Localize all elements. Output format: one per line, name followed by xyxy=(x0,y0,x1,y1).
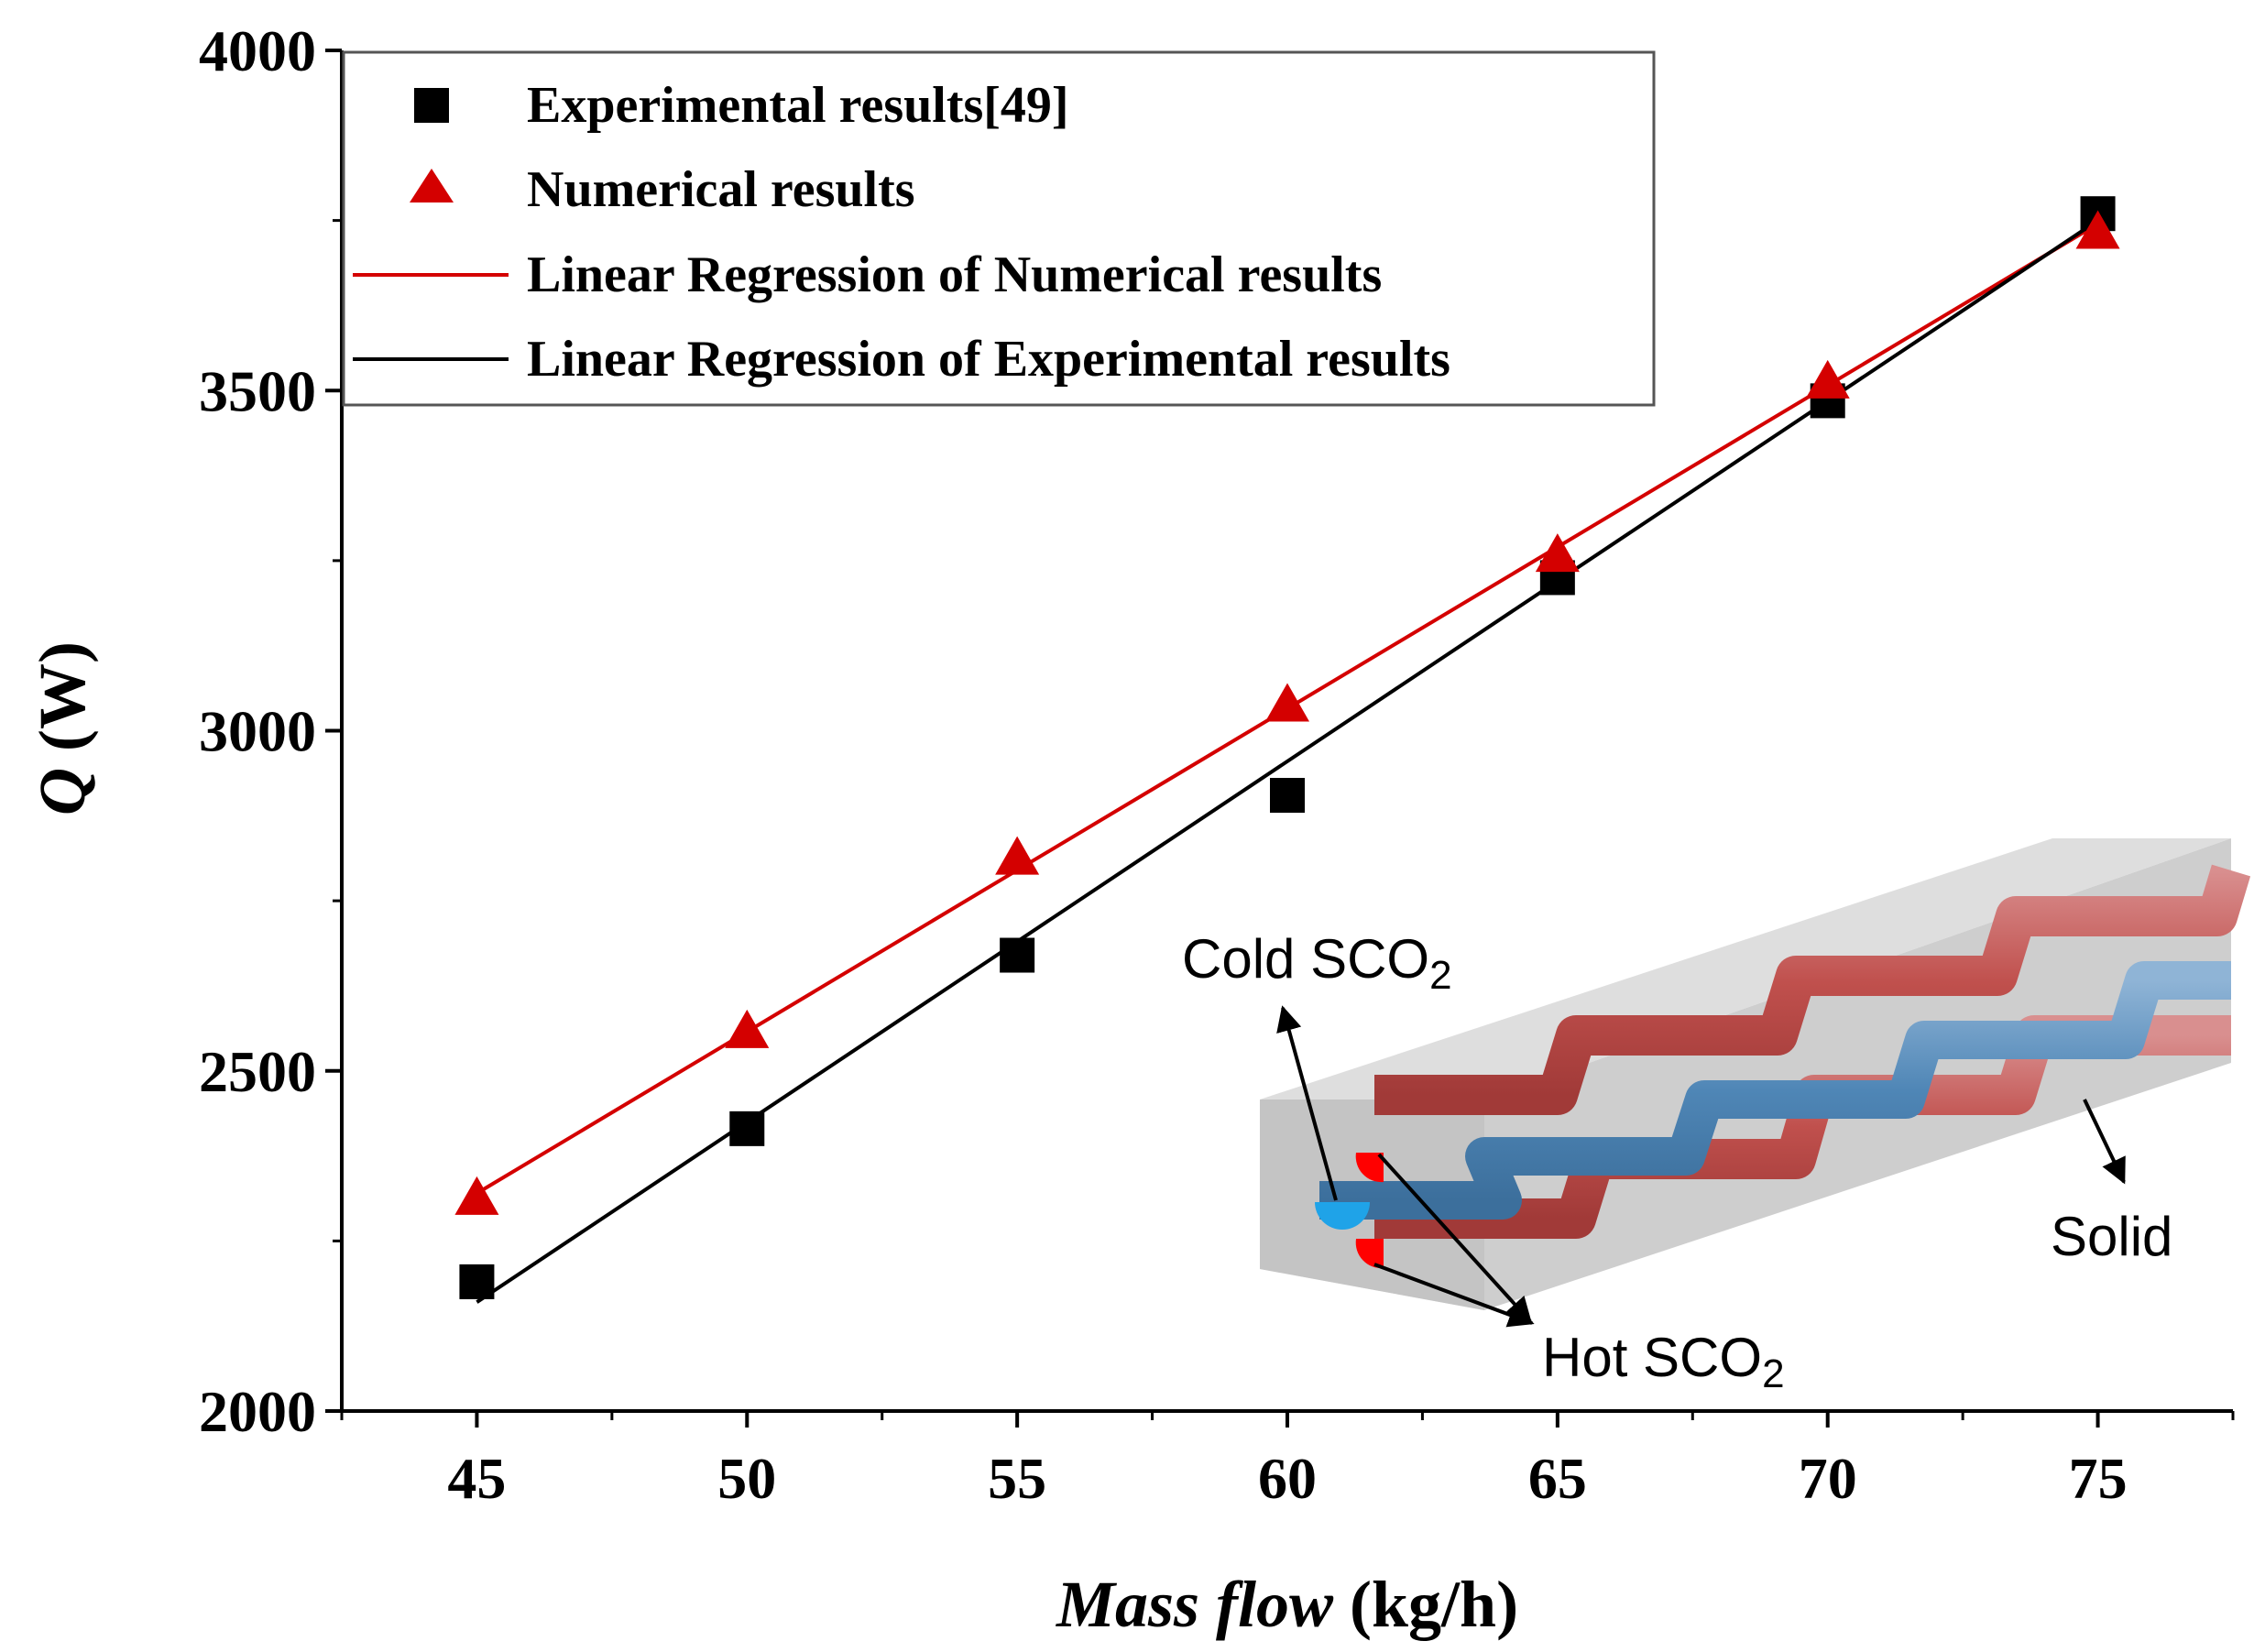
x-axis-ticks: 45 50 55 60 65 70 75 xyxy=(340,1411,2235,1511)
y-axis-ticks: 2000 2500 3000 3500 4000 xyxy=(199,18,342,1444)
numerical-point xyxy=(995,836,1040,875)
hot-sco2-label: Hot SCO2 xyxy=(1542,1327,1785,1396)
legend-box xyxy=(342,50,1656,407)
legend-marker-experimental xyxy=(414,88,449,123)
y-tick-label: 4000 xyxy=(199,18,316,83)
heat-exchanger-illustration: Cold SCO2 Hot SCO2 Solid xyxy=(1182,838,2251,1396)
y-axis-title: Q (W) xyxy=(26,641,99,815)
numerical-point xyxy=(1805,359,1850,399)
x-tick-label: 65 xyxy=(1528,1446,1587,1511)
experimental-point xyxy=(729,1110,765,1146)
x-tick-label: 60 xyxy=(1258,1446,1317,1511)
numerical-point xyxy=(725,1009,770,1048)
numerical-point xyxy=(1265,683,1309,722)
x-axis-title: Mass flow (kg/h) xyxy=(1056,1568,1518,1641)
experimental-point xyxy=(1270,778,1305,814)
y-tick-label: 3000 xyxy=(199,699,316,764)
experimental-point xyxy=(459,1264,495,1299)
legend-marker-numerical xyxy=(410,169,454,202)
numerical-point xyxy=(1535,533,1580,573)
numerical-point xyxy=(454,1176,499,1215)
legend-label-experimental-fit: Linear Regression of Experimental result… xyxy=(527,331,1450,388)
x-tick-label: 75 xyxy=(2069,1446,2128,1511)
numerical-point xyxy=(2075,210,2120,249)
y-tick-label: 2000 xyxy=(199,1379,316,1444)
x-tick-label: 45 xyxy=(447,1446,506,1511)
legend: Experimental results[49] Numerical resul… xyxy=(342,50,1656,407)
y-tick-label: 3500 xyxy=(199,358,316,423)
x-tick-label: 55 xyxy=(988,1446,1046,1511)
x-tick-label: 70 xyxy=(1799,1446,1857,1511)
solid-label: Solid xyxy=(2051,1206,2172,1267)
experimental-point xyxy=(1000,937,1035,973)
y-tick-label: 2500 xyxy=(199,1039,316,1104)
legend-label-experimental: Experimental results[49] xyxy=(527,77,1069,134)
legend-label-numerical: Numerical results xyxy=(527,161,915,218)
cold-sco2-label: Cold SCO2 xyxy=(1182,928,1452,998)
legend-label-numerical-fit: Linear Regression of Numerical results xyxy=(527,246,1382,303)
data-markers xyxy=(454,196,2120,1299)
x-tick-label: 50 xyxy=(717,1446,776,1511)
